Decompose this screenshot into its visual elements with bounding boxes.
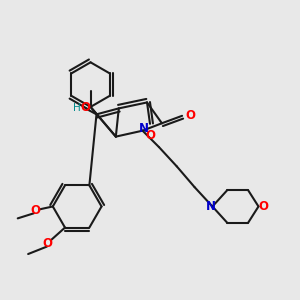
Text: O: O <box>146 129 156 142</box>
Text: H: H <box>73 103 80 113</box>
Text: O: O <box>81 101 91 114</box>
Text: O: O <box>31 204 40 218</box>
Text: N: N <box>139 122 148 135</box>
Text: O: O <box>185 109 195 122</box>
Text: N: N <box>206 200 216 213</box>
Text: O: O <box>259 200 269 213</box>
Text: O: O <box>43 237 52 250</box>
